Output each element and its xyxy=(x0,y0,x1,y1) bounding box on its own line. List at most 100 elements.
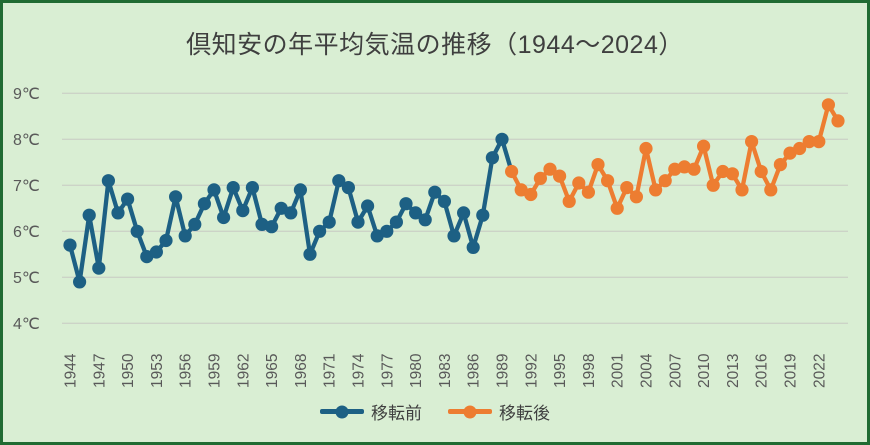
data-point-1994 xyxy=(543,162,557,176)
data-point-2018 xyxy=(773,158,788,172)
data-point-1965 xyxy=(265,220,279,234)
data-point-2005 xyxy=(649,183,663,197)
data-point-1984 xyxy=(447,229,461,243)
data-point-1998 xyxy=(581,185,596,199)
data-point-1956 xyxy=(178,229,192,243)
x-tick-label-1986: 1986 xyxy=(466,354,483,388)
data-point-2011 xyxy=(706,178,720,192)
data-point-1970 xyxy=(313,224,327,238)
y-tick-label-5: 5℃ xyxy=(13,270,40,287)
y-tick-label-7: 7℃ xyxy=(13,178,40,195)
data-point-2015 xyxy=(745,135,759,149)
data-point-1944 xyxy=(63,238,77,252)
data-point-2016 xyxy=(754,164,768,179)
before-series-swatch xyxy=(320,405,364,418)
data-point-1962 xyxy=(236,204,250,218)
x-tick-label-1959: 1959 xyxy=(207,354,224,388)
data-point-1960 xyxy=(217,210,231,225)
data-point-1978 xyxy=(389,215,403,229)
after-series-swatch xyxy=(448,405,492,418)
data-point-2002 xyxy=(620,181,634,195)
x-tick-label-1995: 1995 xyxy=(552,354,569,388)
data-point-1953 xyxy=(149,245,163,259)
x-tick-label-1965: 1965 xyxy=(264,354,281,388)
data-point-2001 xyxy=(610,201,624,215)
data-point-1961 xyxy=(226,181,240,195)
x-tick-label-2016: 2016 xyxy=(754,354,771,388)
data-point-1948 xyxy=(101,174,115,188)
data-point-2017 xyxy=(764,183,778,197)
x-tick-label-1977: 1977 xyxy=(379,354,396,388)
x-tick-label-2010: 2010 xyxy=(696,353,713,388)
data-point-1995 xyxy=(553,169,567,183)
x-tick-label-1989: 1989 xyxy=(495,354,512,388)
chart-title: 倶知安の年平均気温の推移（1944～2024） xyxy=(186,31,684,59)
data-point-1986 xyxy=(466,240,480,254)
data-point-2003 xyxy=(629,190,644,204)
before-series-marker-icon xyxy=(335,405,349,418)
data-point-1993 xyxy=(533,171,548,185)
data-point-1996 xyxy=(562,194,576,208)
y-tick-label-4: 4℃ xyxy=(13,316,40,333)
data-point-2004 xyxy=(639,141,653,156)
data-point-1971 xyxy=(322,215,336,229)
data-point-1959 xyxy=(207,183,221,197)
data-point-1945 xyxy=(73,275,87,289)
x-tick-label-1944: 1944 xyxy=(63,353,80,388)
x-tick-label-1971: 1971 xyxy=(322,354,339,388)
data-point-1975 xyxy=(361,199,375,213)
x-tick-label-1953: 1953 xyxy=(149,354,166,388)
data-point-1955 xyxy=(169,190,183,204)
data-point-1974 xyxy=(351,215,365,229)
data-point-2022 xyxy=(812,135,826,149)
data-point-2013 xyxy=(725,167,740,181)
legend-label-after: 移転後 xyxy=(499,404,550,423)
data-point-1983 xyxy=(437,194,451,208)
data-point-1979 xyxy=(399,197,413,211)
data-point-2014 xyxy=(735,183,749,197)
data-point-1949 xyxy=(111,206,125,220)
x-tick-label-1950: 1950 xyxy=(120,353,137,388)
legend-item-after: 移転後 xyxy=(448,399,550,424)
data-point-1957 xyxy=(188,217,202,231)
data-point-2000 xyxy=(601,174,615,188)
data-point-2006 xyxy=(658,174,672,188)
data-point-1992 xyxy=(524,187,538,202)
data-point-1951 xyxy=(130,224,144,238)
data-point-1981 xyxy=(418,213,432,227)
data-point-1989 xyxy=(495,132,509,146)
data-point-1973 xyxy=(341,181,355,195)
data-point-1977 xyxy=(380,224,394,238)
data-point-2010 xyxy=(697,139,711,153)
data-point-1954 xyxy=(159,233,173,248)
data-point-1988 xyxy=(485,151,499,165)
after-series-marker-icon xyxy=(463,405,477,418)
data-point-2024 xyxy=(831,114,845,128)
data-point-1963 xyxy=(245,181,259,195)
data-point-2021 xyxy=(802,135,816,149)
x-tick-label-1980: 1980 xyxy=(408,353,425,388)
y-tick-label-9: 9℃ xyxy=(13,86,40,103)
x-tick-label-2001: 2001 xyxy=(610,354,627,388)
data-point-1987 xyxy=(476,208,490,222)
data-point-1985 xyxy=(457,206,471,220)
data-point-2020 xyxy=(793,141,807,156)
legend-item-before: 移転前 xyxy=(320,399,422,424)
data-point-1969 xyxy=(303,247,317,261)
x-tick-label-2022: 2022 xyxy=(811,354,828,388)
x-tick-label-2019: 2019 xyxy=(783,354,800,388)
data-point-1946 xyxy=(82,208,96,222)
y-tick-label-8: 8℃ xyxy=(13,132,40,149)
x-tick-label-1968: 1968 xyxy=(293,354,310,388)
y-tick-label-6: 6℃ xyxy=(13,224,40,241)
data-point-1997 xyxy=(572,176,586,190)
x-tick-label-2013: 2013 xyxy=(725,354,742,388)
x-tick-label-2007: 2007 xyxy=(667,354,684,388)
data-point-1990 xyxy=(505,164,519,179)
data-point-1980 xyxy=(409,206,423,220)
chart-legend: 移転前 移転後 xyxy=(3,399,867,424)
temperature-line-chart: 9℃ 8℃ 7℃ 6℃ 5℃ 4℃ 1944 1947 1950 1953 1956 1959 1962… xyxy=(13,86,848,388)
x-tick-label-2004: 2004 xyxy=(639,353,656,388)
data-point-1950 xyxy=(121,192,135,206)
